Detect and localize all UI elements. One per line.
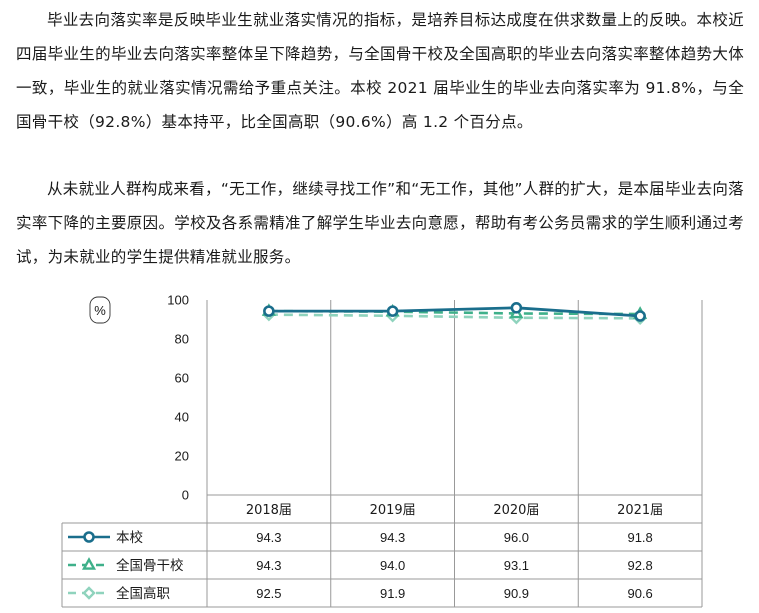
data-label: 91.9 — [380, 586, 405, 601]
data-point — [263, 305, 275, 317]
series-line — [268, 306, 641, 318]
x-category-label: 2020届 — [493, 503, 539, 518]
data-label: 94.3 — [380, 530, 405, 545]
data-label: 90.6 — [627, 586, 652, 601]
y-tick-label: 80 — [175, 332, 189, 347]
y-tick-label: 20 — [175, 449, 189, 464]
legend-entry-2: 全国骨干校 — [68, 557, 184, 574]
data-label: 94.3 — [256, 530, 281, 545]
legend-marker — [82, 586, 96, 600]
legend-entry-1: 本校 — [68, 529, 143, 546]
paragraph-1: 毕业去向落实率是反映毕业生就业落实情况的指标，是培养目标达成度在供求数量上的反映… — [16, 11, 744, 131]
y-tick-label: 0 — [182, 488, 189, 503]
x-category-label: 2018届 — [246, 503, 292, 518]
data-label: 92.8 — [627, 558, 652, 573]
data-point — [386, 305, 399, 317]
legend-entry-3: 全国高职 — [68, 585, 170, 602]
legend-label: 本校 — [116, 529, 143, 546]
legend-label: 全国高职 — [116, 585, 170, 602]
legend-label: 全国骨干校 — [116, 557, 184, 574]
x-category-label: 2021届 — [617, 503, 663, 518]
data-point — [634, 310, 646, 322]
data-label: 94.3 — [256, 558, 281, 573]
data-label: 90.9 — [504, 586, 529, 601]
y-tick-label: 60 — [175, 371, 189, 386]
y-axis-unit-label: % — [94, 303, 106, 318]
legend-marker — [81, 557, 97, 570]
legend-marker — [83, 531, 95, 543]
unit-box — [89, 296, 111, 324]
y-tick-label: 100 — [167, 293, 189, 308]
data-point — [510, 301, 523, 314]
series-line — [268, 313, 641, 320]
x-category-label: 2019届 — [370, 503, 416, 518]
data-label: 94.0 — [380, 558, 405, 573]
y-tick-label: 40 — [175, 410, 189, 425]
data-label: 91.8 — [627, 530, 652, 545]
data-label: 96.0 — [504, 530, 529, 545]
data-label: 92.5 — [256, 586, 281, 601]
series-1 — [263, 301, 646, 322]
data-label: 93.1 — [504, 558, 529, 573]
paragraph-2: 从未就业人群构成来看，“无工作，继续寻找工作”和“无工作，其他”人群的扩大，是本… — [16, 180, 744, 266]
